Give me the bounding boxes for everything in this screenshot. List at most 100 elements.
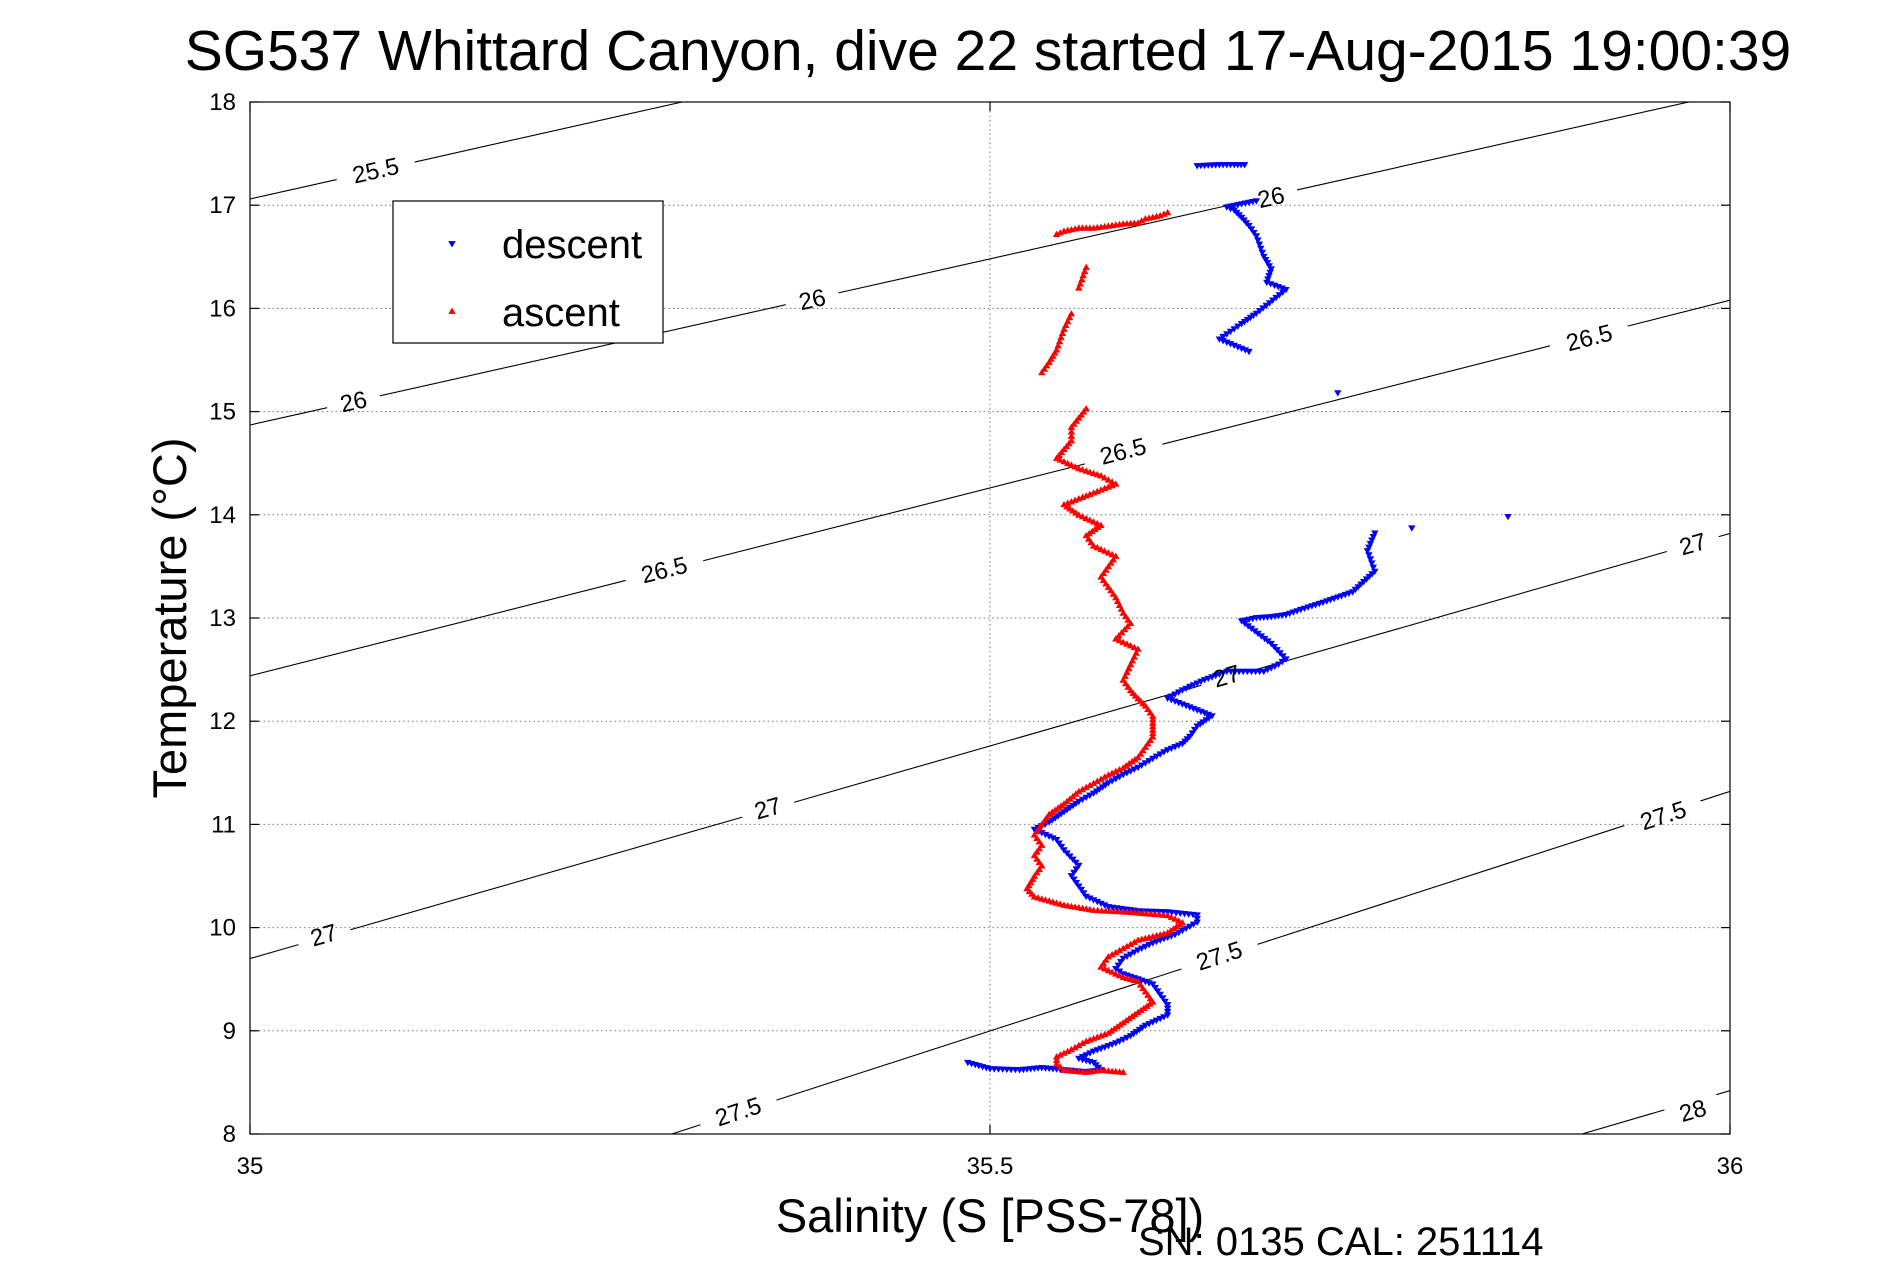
descent-point [1245, 348, 1253, 356]
descent-point [1055, 840, 1063, 847]
ascent-point [1071, 463, 1079, 470]
ascent-point [1167, 913, 1176, 920]
ascent-point [1033, 848, 1041, 855]
descent-point [1334, 390, 1342, 397]
ascent-point [1112, 767, 1120, 775]
x-tick-label-0: 35 [237, 1153, 264, 1180]
ascent-point [1104, 953, 1113, 960]
legend-box [392, 200, 664, 344]
y-axis-label: Temperature (°C) [143, 438, 196, 799]
ascent-point [1141, 215, 1150, 222]
descent-point [1250, 229, 1258, 237]
ascent-point [1119, 1068, 1127, 1075]
legend-marker-descent [448, 241, 456, 248]
ascent-point [1115, 971, 1124, 979]
descent-point [1063, 850, 1071, 857]
x-tick-label-1: 35.5 [967, 1153, 1014, 1180]
descent-point [1261, 256, 1270, 264]
descent-point [1273, 647, 1281, 654]
ascent-point [1075, 284, 1083, 291]
ascent-point [1121, 612, 1130, 620]
ascent-point [1084, 535, 1093, 542]
axes: 35 35.5 36 8 9 10 11 12 13 14 15 16 17 18 [209, 89, 1743, 1180]
x-tick-label-2: 36 [1717, 1153, 1744, 1180]
contour-line-3-3 [1252, 550, 1668, 671]
descent-point [1408, 525, 1416, 532]
ascent-point [1139, 747, 1147, 754]
ascent-point [1082, 492, 1090, 499]
ascent-point [1123, 942, 1131, 950]
contour-line-4-3 [1700, 790, 1730, 802]
ascent-point [1038, 841, 1046, 848]
ascent-point [1100, 1030, 1109, 1038]
density-contours [250, 102, 1730, 1134]
ascent-point [1082, 1037, 1090, 1044]
ascent-point [1035, 845, 1044, 852]
descent-point [1151, 984, 1160, 992]
descent-point [1365, 552, 1373, 559]
y-tick-label-1: 9 [223, 1018, 236, 1045]
ascent-point [1119, 638, 1127, 645]
contour-label-1-0: 26 [338, 386, 370, 418]
descent-point [1368, 537, 1376, 544]
ascent-point [1115, 946, 1124, 954]
ascent-point [1038, 862, 1046, 869]
ascent-point [1035, 865, 1044, 873]
descent-point [1193, 723, 1201, 730]
descent-point [1163, 1002, 1172, 1009]
ascent-point [1052, 230, 1061, 237]
chart-title: SG537 Whittard Canyon, dive 22 started 1… [185, 19, 1792, 83]
ascent-point [1063, 1047, 1072, 1054]
descent-point [1255, 241, 1264, 248]
ascent-point [1086, 468, 1094, 475]
descent-point [1266, 269, 1274, 276]
descent-point [1149, 981, 1157, 988]
ascent-point [1038, 820, 1046, 828]
ascent-point [1093, 1033, 1102, 1040]
ascent-point [1104, 583, 1113, 590]
ascent-point [1100, 474, 1109, 481]
series-ascent [1023, 208, 1187, 1075]
ascent-point [1078, 493, 1087, 501]
ascent-point [1082, 783, 1090, 791]
contour-line-1-3 [1296, 102, 1692, 191]
descent-point [1163, 1005, 1172, 1012]
ascent-point [1163, 208, 1172, 216]
ascent-point [1126, 619, 1135, 627]
ascent-point [1056, 456, 1065, 463]
descent-point [1263, 260, 1272, 267]
ascent-point [1078, 513, 1087, 520]
contour-line-3-2 [794, 684, 1202, 803]
ascent-point [1075, 511, 1083, 518]
series-descent [964, 162, 1512, 1076]
ascent-point [1089, 518, 1098, 525]
contour-line-5-1 [1716, 1090, 1730, 1096]
ascent-point [1075, 464, 1083, 472]
descent-point [1119, 955, 1127, 962]
ascent-point [1045, 810, 1053, 817]
descent-point [1079, 890, 1088, 897]
ascent-point [1106, 907, 1114, 914]
ascent-point [1035, 838, 1044, 845]
ascent-point [1075, 495, 1083, 502]
ascent-point [1134, 936, 1142, 943]
ascent-point [1071, 496, 1079, 503]
ascent-point [1139, 984, 1147, 992]
contour-line-4-2 [1257, 825, 1625, 945]
descent-point [1363, 548, 1372, 555]
ascent-point [1042, 814, 1051, 821]
ascent-point [1033, 827, 1041, 835]
contour-label-1-2: 26 [1255, 182, 1287, 214]
descent-point [1066, 853, 1074, 860]
ascent-point [1144, 705, 1152, 713]
ascent-point [1121, 679, 1130, 687]
contour-line-1-0 [250, 407, 328, 426]
ascent-point [1100, 484, 1109, 492]
descent-point [1252, 233, 1261, 240]
descent-point [1369, 533, 1378, 541]
descent-point [1368, 560, 1376, 567]
descent-point [1504, 513, 1512, 521]
ascent-point [1089, 489, 1098, 496]
ascent-point [1102, 580, 1110, 587]
ascent-point [1104, 562, 1113, 570]
